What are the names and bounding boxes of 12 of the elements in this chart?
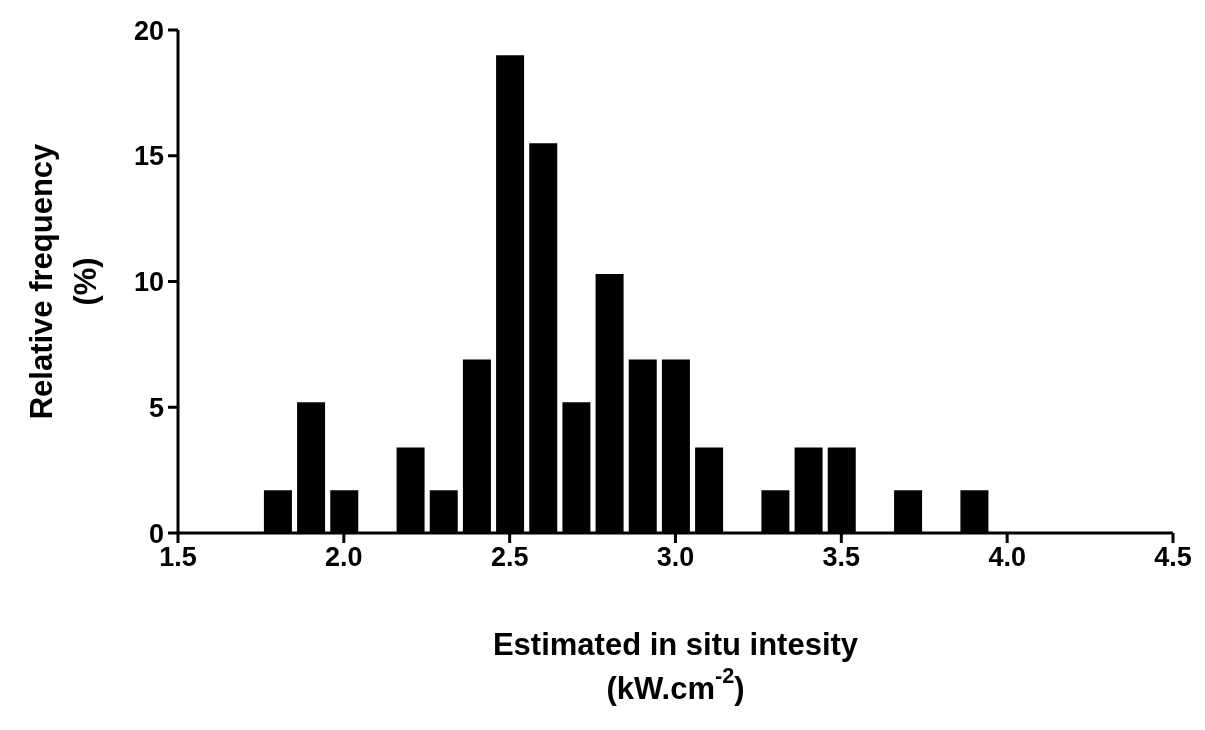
y-tick-label: 5 [148, 392, 164, 423]
x-tick-label: 3.5 [822, 542, 861, 573]
x-tick-label: 4.5 [1154, 542, 1192, 573]
x-tick-label: 2.5 [490, 542, 529, 573]
y-axis-title: Relative frequency (%) [23, 142, 103, 420]
y-tick-label: 20 [133, 15, 164, 46]
y-tick-label: 15 [133, 141, 164, 172]
x-tick-label: 2.0 [325, 542, 363, 573]
x-tick-label: 3.0 [656, 542, 695, 573]
x-axis-title: Estimated in situ intesity (kW.cm$^{-2}$) [492, 626, 859, 706]
x-tick-label: 4.0 [988, 542, 1026, 573]
y-tick-label: 10 [133, 267, 164, 298]
